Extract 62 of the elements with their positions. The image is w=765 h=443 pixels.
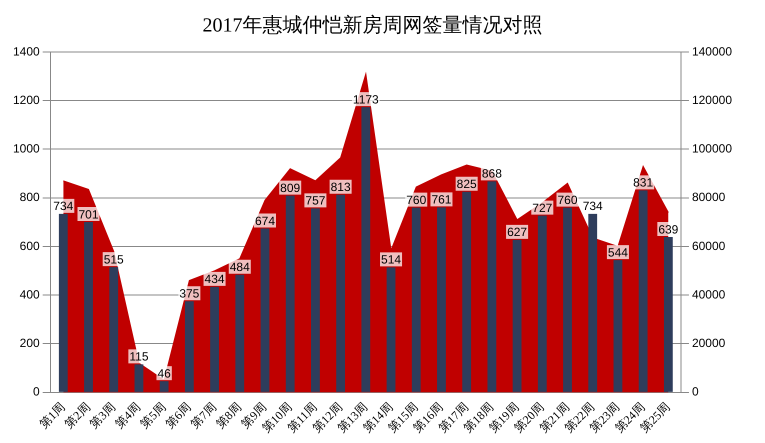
y-tick-label: 1400 [12,44,40,58]
bar [538,216,547,392]
y-tick-label: 1200 [12,92,40,107]
bar [210,286,219,392]
bar [614,260,622,392]
bar [512,240,522,392]
bar [160,381,169,392]
bar [310,208,320,392]
data-label: 831 [633,176,654,190]
bar [588,214,598,392]
y2-tick-label: 80000 [692,190,726,204]
data-label: 813 [330,180,351,194]
bar [235,274,244,392]
y-tick-label: 0 [33,384,40,399]
data-label: 809 [280,180,301,195]
data-label: 375 [179,286,200,301]
data-label: 434 [204,272,225,286]
y2-tick-label: 40000 [692,287,726,302]
y-tick-label: 400 [20,287,40,302]
data-label: 544 [608,245,628,260]
data-label: 825 [456,177,477,192]
y-tick-label: 200 [20,336,40,350]
y-tick-label: 800 [20,190,40,204]
bar [386,267,396,392]
data-label: 727 [532,200,553,215]
bar [336,194,346,392]
data-label: 484 [230,260,250,274]
data-label: 734 [582,199,604,214]
data-label: 701 [78,207,99,222]
data-label: 674 [254,214,276,228]
y-tick-label: 600 [20,238,40,253]
y2-tick-label: 100000 [692,142,732,156]
data-label: 639 [658,222,679,236]
y2-tick-label: 0 [692,384,699,399]
chart-title: 2017年惠城仲恺新房周网签量情况对照 [202,14,542,36]
bar [361,107,370,392]
data-label: 757 [305,194,326,208]
data-label: 1173 [352,92,380,106]
data-label: 514 [381,252,402,267]
data-label: 734 [53,199,74,214]
bar [286,196,295,392]
y2-tick-label: 60000 [692,238,726,253]
y-tick-label: 1000 [12,142,40,156]
bar [437,207,446,392]
bar [260,228,270,392]
data-label: 868 [482,166,502,181]
bar [638,190,648,392]
data-label: 515 [104,252,124,266]
data-label: 115 [129,350,149,364]
data-label: 760 [557,192,578,207]
y2-tick-label: 120000 [692,92,732,107]
data-label: 46 [157,366,172,380]
bar [184,301,194,392]
bar [563,208,572,392]
bar [412,208,421,392]
bar [462,192,472,392]
data-label: 627 [507,225,528,240]
data-label: 760 [406,192,427,207]
data-label: 761 [431,192,452,207]
y2-tick-label: 20000 [692,336,726,350]
y2-tick-label: 140000 [692,44,732,58]
bar [84,222,93,392]
